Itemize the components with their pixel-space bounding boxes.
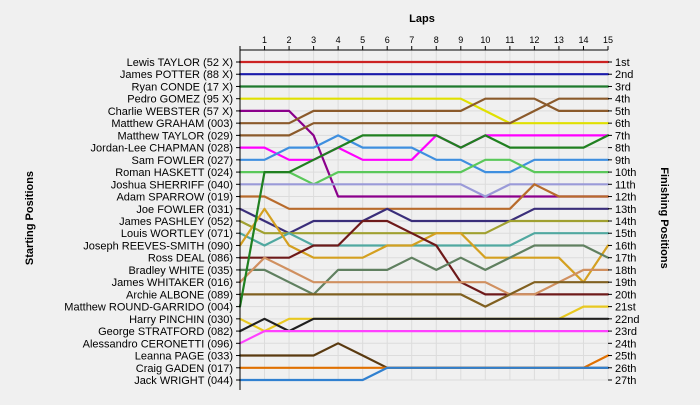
x-axis-label: Laps bbox=[409, 13, 435, 25]
series-line bbox=[238, 232, 610, 247]
series-lines bbox=[238, 60, 610, 382]
finishing-position-label: 11th bbox=[615, 179, 636, 191]
starting-position-label: Jordan-Lee CHAPMAN (028) bbox=[91, 143, 233, 155]
finishing-position-label: 25th bbox=[615, 351, 636, 363]
x-tick-label: 10 bbox=[480, 35, 490, 45]
series-line bbox=[238, 317, 610, 333]
series-line bbox=[238, 256, 610, 296]
x-tick-label: 4 bbox=[336, 35, 341, 45]
x-tick-label: 3 bbox=[311, 35, 316, 45]
starting-position-label: Joseph REEVES-SMITH (090) bbox=[83, 240, 233, 252]
x-tick-label: 8 bbox=[434, 35, 439, 45]
series-line bbox=[238, 134, 610, 308]
y-axis-label-right: Finishing Positions bbox=[658, 167, 670, 268]
starting-position-label: Bradley WHITE (035) bbox=[128, 265, 233, 277]
x-tick-label: 2 bbox=[287, 35, 292, 45]
starting-position-label: Lewis TAYLOR (52 X) bbox=[127, 57, 233, 69]
finishing-position-label: 24th bbox=[615, 338, 636, 350]
starting-position-label: Ryan CONDE (17 X) bbox=[132, 81, 233, 93]
starting-position-label: Roman HASKETT (024) bbox=[115, 167, 233, 179]
starting-position-label: Joe FOWLER (031) bbox=[136, 204, 233, 216]
finishing-position-label: 26th bbox=[615, 363, 636, 375]
starting-position-label: Sam FOWLER (027) bbox=[132, 155, 233, 167]
finishing-position-label: 16th bbox=[615, 240, 636, 252]
x-tick-labels: 1 2 3 4 5 6 7 8 9 10 11 12 13 14 15 bbox=[262, 35, 613, 45]
starting-position-label: James WHITAKER (016) bbox=[112, 277, 233, 289]
finishing-position-label: 4th bbox=[615, 94, 630, 106]
starting-position-label: Matthew ROUND-GARRIDO (004) bbox=[64, 302, 233, 314]
finishing-position-label: 5th bbox=[615, 106, 630, 118]
finishing-position-label: 9th bbox=[615, 155, 630, 167]
series-line bbox=[238, 183, 610, 210]
x-tick-label: 7 bbox=[409, 35, 414, 45]
starting-position-label: Harry PINCHIN (030) bbox=[129, 314, 233, 326]
finishing-position-label: 12th bbox=[615, 192, 636, 204]
x-tick-label: 15 bbox=[603, 35, 613, 45]
starting-position-label: Adam SPARROW (019) bbox=[116, 192, 233, 204]
starting-position-label: Joshua SHERRIFF (040) bbox=[111, 179, 233, 191]
finishing-position-label: 1st bbox=[615, 57, 630, 69]
series-line bbox=[238, 109, 610, 198]
finishing-position-label: 3rd bbox=[615, 81, 631, 93]
starting-position-label: George STRATFORD (082) bbox=[98, 326, 233, 338]
series-line bbox=[238, 366, 610, 382]
starting-position-label: Alessandro CERONETTI (096) bbox=[83, 338, 233, 350]
series-line bbox=[238, 354, 610, 369]
series-line bbox=[238, 183, 610, 198]
series-line bbox=[238, 281, 610, 308]
finishing-position-label: 8th bbox=[615, 143, 630, 155]
x-tick-label: 9 bbox=[458, 35, 463, 45]
finishing-position-label: 23rd bbox=[615, 326, 637, 338]
finishing-position-label: 6th bbox=[615, 118, 630, 130]
series-line bbox=[238, 97, 610, 137]
starting-position-label: Archie ALBONE (089) bbox=[126, 289, 233, 301]
starting-position-label: Matthew TAYLOR (029) bbox=[117, 130, 233, 142]
axis-lines bbox=[236, 46, 612, 390]
starting-position-label: Charlie WEBSTER (57 X) bbox=[108, 106, 233, 118]
finishing-position-label: 10th bbox=[615, 167, 636, 179]
series-line bbox=[238, 219, 610, 235]
x-tick-label: 14 bbox=[578, 35, 588, 45]
starting-position-label: Matthew GRAHAM (003) bbox=[111, 118, 233, 130]
finishing-position-label: 20th bbox=[615, 289, 636, 301]
starting-position-label: Ross DEAL (086) bbox=[148, 253, 233, 265]
starting-position-label: James POTTER (88 X) bbox=[120, 69, 233, 81]
x-tick-label: 6 bbox=[385, 35, 390, 45]
finishing-position-label: 21st bbox=[615, 302, 636, 314]
finishing-position-label: 7th bbox=[615, 130, 630, 142]
finishing-position-label: 18th bbox=[615, 265, 636, 277]
x-tick-label: 12 bbox=[529, 35, 539, 45]
series-line bbox=[238, 158, 610, 186]
finishing-position-label: 15th bbox=[615, 228, 636, 240]
series-line bbox=[238, 134, 610, 174]
series-line bbox=[238, 97, 610, 125]
series-line bbox=[238, 219, 610, 296]
starting-position-label: Pedro GOMEZ (95 X) bbox=[127, 94, 233, 106]
starting-position-label: James PASHLEY (052) bbox=[119, 216, 233, 228]
finishing-position-label: 17th bbox=[615, 253, 636, 265]
x-tick-label: 11 bbox=[505, 35, 514, 45]
starting-position-label: Louis WORTLEY (071) bbox=[121, 228, 233, 240]
finishing-position-label: 2nd bbox=[615, 69, 633, 81]
series-line bbox=[238, 207, 610, 235]
starting-position-label: Craig GADEN (017) bbox=[136, 363, 233, 375]
series-line bbox=[238, 330, 610, 345]
starting-position-label: Leanna PAGE (033) bbox=[135, 351, 233, 363]
x-tick-label: 5 bbox=[360, 35, 365, 45]
finishing-position-label: 14th bbox=[615, 216, 636, 228]
x-tick-label: 13 bbox=[554, 35, 564, 45]
series-line bbox=[238, 244, 610, 296]
finishing-position-label: 13th bbox=[615, 204, 636, 216]
finishing-position-label: 19th bbox=[615, 277, 636, 289]
finishing-position-label: 22nd bbox=[615, 314, 639, 326]
x-tick-label: 1 bbox=[262, 35, 267, 45]
starting-position-label: Jack WRIGHT (044) bbox=[134, 375, 233, 387]
series-line bbox=[238, 134, 610, 161]
finishing-position-label: 27th bbox=[615, 375, 636, 387]
y-axis-label-left: Starting Positions bbox=[24, 171, 36, 265]
finishing-position-labels: 1st2nd3rd4th5th6th7th8th9th10th11th12th1… bbox=[615, 57, 639, 387]
starting-position-labels: Lewis TAYLOR (52 X)James POTTER (88 X)Ry… bbox=[64, 57, 233, 387]
